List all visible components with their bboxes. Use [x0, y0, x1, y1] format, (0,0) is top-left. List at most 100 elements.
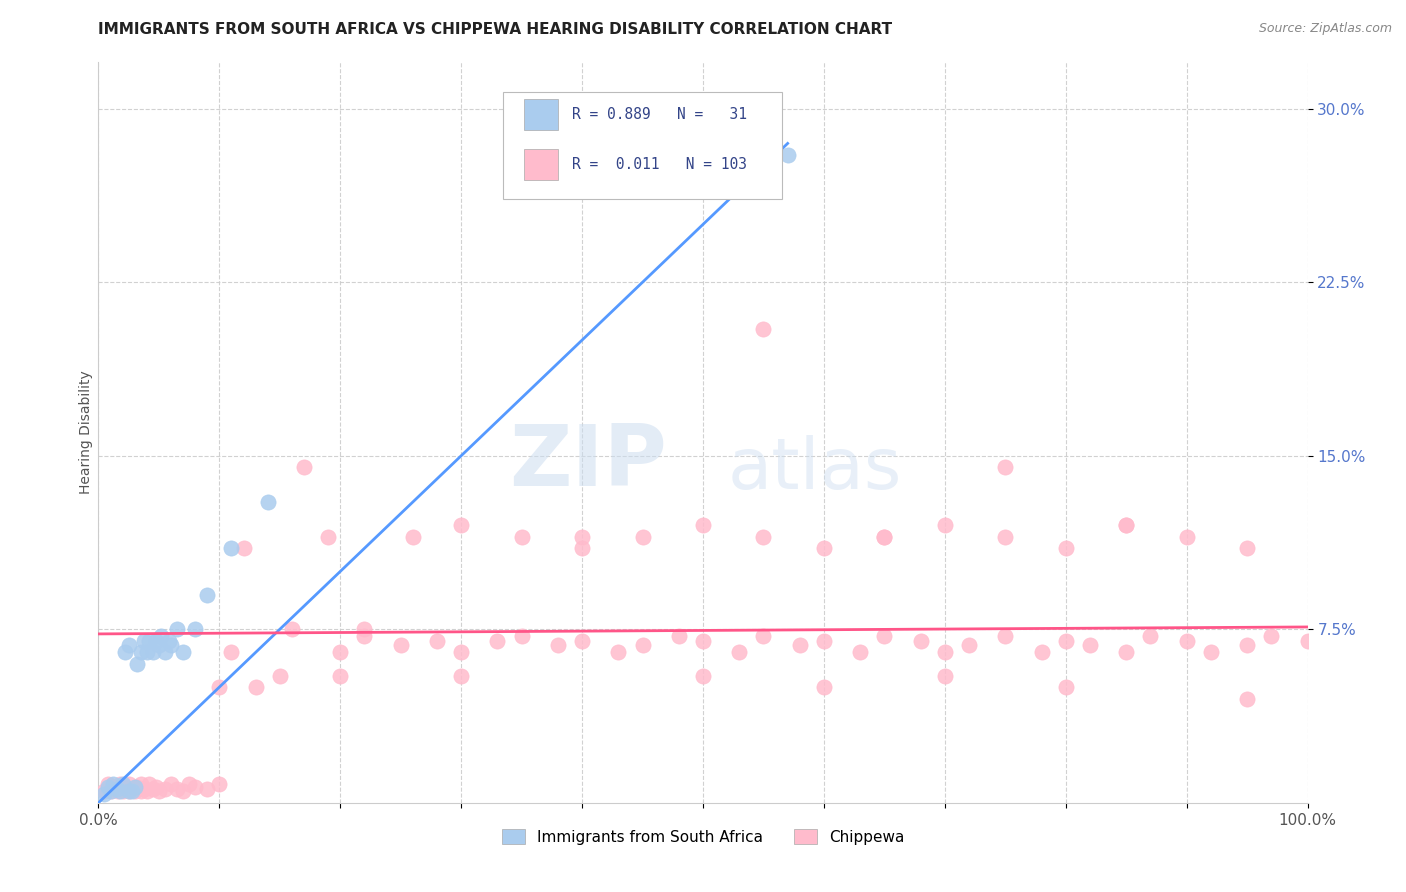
Point	[994, 629, 1017, 643]
Point	[607, 645, 630, 659]
Point	[166, 622, 188, 636]
Point	[256, 495, 278, 509]
Point	[157, 633, 180, 648]
Point	[281, 622, 304, 636]
Point	[1115, 518, 1137, 533]
Point	[101, 780, 124, 794]
Point	[450, 518, 472, 533]
Point	[138, 777, 160, 791]
Text: Source: ZipAtlas.com: Source: ZipAtlas.com	[1258, 22, 1392, 36]
Point	[114, 645, 136, 659]
Point	[105, 781, 128, 796]
Point	[631, 639, 654, 653]
Point	[1054, 680, 1077, 694]
Point	[1115, 518, 1137, 533]
Point	[166, 781, 188, 796]
Point	[100, 784, 122, 798]
Point	[1175, 530, 1198, 544]
Point	[752, 530, 775, 544]
Point	[934, 668, 956, 682]
Point	[134, 781, 156, 796]
Point	[692, 633, 714, 648]
Text: IMMIGRANTS FROM SOUTH AFRICA VS CHIPPEWA HEARING DISABILITY CORRELATION CHART: IMMIGRANTS FROM SOUTH AFRICA VS CHIPPEWA…	[98, 22, 893, 37]
Point	[547, 639, 569, 653]
Point	[752, 321, 775, 335]
Text: ZIP: ZIP	[509, 421, 666, 504]
Point	[571, 633, 593, 648]
Point	[97, 777, 120, 791]
Point	[108, 777, 131, 791]
Point	[172, 784, 194, 798]
Point	[1115, 645, 1137, 659]
Point	[195, 781, 218, 796]
Point	[111, 784, 134, 798]
Point	[1175, 633, 1198, 648]
Point	[179, 777, 201, 791]
Point	[118, 784, 141, 798]
Point	[100, 784, 122, 798]
Point	[450, 668, 472, 682]
Point	[232, 541, 254, 556]
Point	[1054, 633, 1077, 648]
Point	[571, 541, 593, 556]
Text: R = 0.889   N =   31: R = 0.889 N = 31	[572, 107, 748, 122]
Point	[510, 530, 533, 544]
Point	[135, 784, 157, 798]
Point	[142, 781, 165, 796]
Legend: Immigrants from South Africa, Chippewa: Immigrants from South Africa, Chippewa	[496, 822, 910, 851]
Point	[1260, 629, 1282, 643]
Point	[1236, 691, 1258, 706]
Point	[135, 645, 157, 659]
Point	[150, 629, 173, 643]
Point	[692, 668, 714, 682]
Point	[813, 680, 835, 694]
Point	[245, 680, 267, 694]
Point	[121, 784, 143, 798]
Point	[127, 657, 149, 671]
Point	[107, 784, 129, 798]
Text: R =  0.011   N = 103: R = 0.011 N = 103	[572, 157, 748, 172]
Point	[692, 518, 714, 533]
Point	[129, 784, 152, 798]
Point	[329, 645, 352, 659]
Point	[118, 784, 141, 798]
Point	[195, 588, 218, 602]
Point	[269, 668, 291, 682]
Point	[353, 629, 375, 643]
Point	[450, 645, 472, 659]
Point	[813, 633, 835, 648]
Point	[1139, 629, 1161, 643]
Point	[631, 530, 654, 544]
Point	[114, 780, 136, 794]
FancyBboxPatch shape	[524, 99, 558, 129]
Point	[1296, 633, 1319, 648]
Point	[160, 639, 183, 653]
Point	[124, 784, 146, 798]
Point	[668, 629, 690, 643]
Point	[957, 639, 980, 653]
Point	[1199, 645, 1222, 659]
Point	[184, 622, 207, 636]
Point	[145, 780, 167, 794]
Text: atlas: atlas	[727, 435, 901, 504]
Point	[108, 784, 131, 798]
Point	[571, 530, 593, 544]
Point	[153, 645, 176, 659]
Point	[873, 530, 896, 544]
Point	[134, 633, 156, 648]
Point	[101, 777, 124, 791]
Point	[111, 777, 134, 791]
Point	[1078, 639, 1101, 653]
Point	[221, 645, 243, 659]
Point	[118, 639, 141, 653]
Point	[1031, 645, 1053, 659]
Point	[1236, 541, 1258, 556]
Point	[104, 781, 127, 796]
Point	[389, 639, 412, 653]
Point	[813, 541, 835, 556]
FancyBboxPatch shape	[503, 92, 782, 200]
Point	[221, 541, 243, 556]
Point	[776, 148, 799, 162]
Point	[148, 784, 170, 798]
Point	[142, 645, 165, 659]
